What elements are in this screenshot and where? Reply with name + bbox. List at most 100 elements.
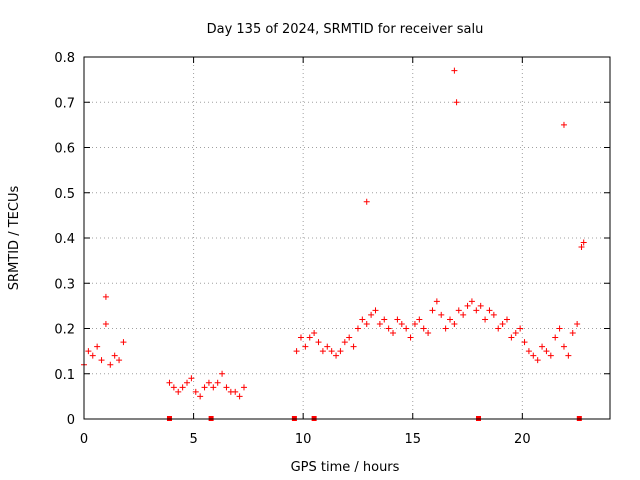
data-point: [337, 348, 344, 355]
x-tick-label: 20: [514, 432, 531, 447]
data-point: [85, 348, 92, 355]
data-point: [293, 348, 300, 355]
data-point: [490, 311, 497, 318]
data-point: [560, 343, 567, 350]
data-point: [94, 343, 101, 350]
data-point: [403, 325, 410, 332]
data-point: [166, 379, 173, 386]
y-tick-label: 0.8: [54, 51, 75, 66]
data-point: [210, 384, 217, 391]
data-point: [111, 352, 118, 359]
y-tick-label: 0.4: [54, 232, 75, 247]
data-point: [442, 325, 449, 332]
data-point: [223, 384, 230, 391]
data-point: [297, 334, 304, 341]
data-point: [201, 384, 208, 391]
data-point: [170, 384, 177, 391]
data-point: [398, 320, 405, 327]
data-point: [102, 293, 109, 300]
y-tick-label: 0.5: [54, 187, 75, 202]
data-point: [306, 334, 313, 341]
data-point: [580, 239, 587, 246]
data-point: [376, 320, 383, 327]
data-point: [363, 198, 370, 205]
data-point: [530, 352, 537, 359]
x-tick-label: 0: [80, 432, 88, 447]
data-point: [333, 352, 340, 359]
y-tick-label: 0.3: [54, 277, 75, 292]
data-point: [556, 325, 563, 332]
data-point: [394, 316, 401, 323]
data-point: [98, 357, 105, 364]
data-point: [236, 393, 243, 400]
y-tick-label: 0.7: [54, 96, 75, 111]
data-point: [184, 379, 191, 386]
data-point: [539, 343, 546, 350]
y-tick-label: 0.2: [54, 323, 75, 338]
data-point: [525, 348, 532, 355]
data-point: [468, 298, 475, 305]
data-point: [390, 330, 397, 337]
data-point: [188, 375, 195, 382]
data-point: [302, 343, 309, 350]
data-point: [324, 343, 331, 350]
x-axis: 0 5 10 15 20: [80, 57, 531, 447]
data-point: [447, 316, 454, 323]
data-point: [116, 357, 123, 364]
data-point: [512, 330, 519, 337]
data-point: [315, 339, 322, 346]
data-point: [486, 307, 493, 314]
data-point: [438, 311, 445, 318]
data-point: [477, 302, 484, 309]
data-point: [232, 388, 239, 395]
x-tick-label: 10: [295, 432, 312, 447]
data-point: [359, 316, 366, 323]
data-point: [120, 339, 127, 346]
y-axis-label: SRMTID / TECUs: [7, 186, 22, 291]
data-point: [354, 325, 361, 332]
plot-frame: [83, 56, 611, 420]
data-point: [534, 357, 541, 364]
x-tick-label: 5: [189, 432, 197, 447]
grid-lines: [84, 57, 610, 419]
data-point: [451, 320, 458, 327]
data-point: [552, 334, 559, 341]
data-point: [107, 361, 114, 368]
data-point: [385, 325, 392, 332]
data-point: [473, 307, 480, 314]
data-point: [219, 370, 226, 377]
data-point: [197, 393, 204, 400]
data-point: [407, 334, 414, 341]
data-point: [350, 343, 357, 350]
data-point: [311, 330, 318, 337]
data-point: [460, 311, 467, 318]
y-tick-label: 0.1: [54, 368, 75, 383]
x-axis-label: GPS time / hours: [291, 460, 400, 475]
data-point: [179, 384, 186, 391]
data-point: [381, 316, 388, 323]
y-tick-label: 0.6: [54, 142, 75, 157]
data-point: [205, 379, 212, 386]
data-point: [569, 330, 576, 337]
data-point: [416, 316, 423, 323]
y-tick-label: 0: [67, 413, 75, 428]
data-point: [578, 244, 585, 251]
data-points: [81, 67, 587, 400]
data-point: [363, 320, 370, 327]
data-point: [455, 307, 462, 314]
data-point: [521, 339, 528, 346]
data-point: [547, 352, 554, 359]
data-point: [420, 325, 427, 332]
data-point: [346, 334, 353, 341]
data-point: [499, 320, 506, 327]
data-point: [451, 67, 458, 74]
data-point: [543, 348, 550, 355]
data-point: [574, 320, 581, 327]
data-point: [319, 348, 326, 355]
data-point: [565, 352, 572, 359]
data-point: [508, 334, 515, 341]
data-point: [214, 379, 221, 386]
data-point: [372, 307, 379, 314]
data-point: [453, 99, 460, 106]
data-point: [240, 384, 247, 391]
